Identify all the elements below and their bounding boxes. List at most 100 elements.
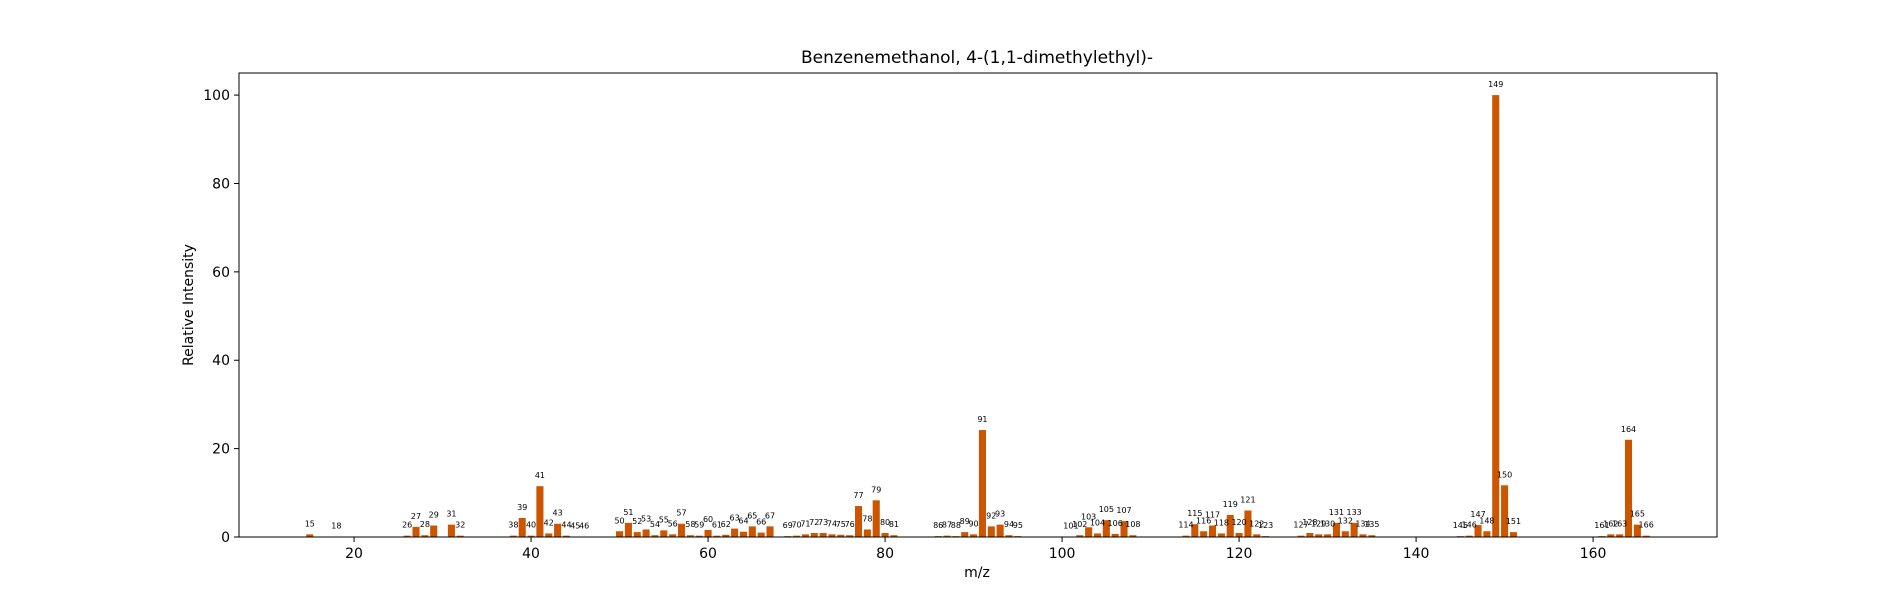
peak-bar (1120, 521, 1128, 537)
peak-bar (686, 535, 694, 537)
x-tick-label: 160 (1580, 546, 1607, 562)
x-tick-label: 20 (345, 546, 363, 562)
peak-bar (1093, 533, 1102, 537)
peak-bar (1324, 534, 1332, 537)
peak-label: 145 (1453, 521, 1468, 530)
peak-bar (722, 534, 730, 537)
peak-bar (801, 534, 809, 537)
y-tick-label: 40 (212, 353, 230, 369)
peak-label: 163 (1612, 519, 1627, 528)
peak-bar (545, 533, 553, 537)
peak-label: 86 (933, 521, 943, 530)
peak-label: 92 (986, 511, 996, 520)
peak-label: 129 (1311, 519, 1326, 528)
peak-label: 18 (331, 522, 341, 531)
plot-frame (238, 72, 1718, 538)
peak-bar (669, 534, 677, 537)
peak-label: 128 (1302, 518, 1317, 527)
peak-label: 32 (455, 521, 465, 530)
peak-label: 66 (756, 518, 766, 527)
peak-bar (704, 529, 712, 537)
peak-label: 116 (1196, 516, 1211, 525)
peak-bar (1235, 533, 1243, 537)
peak-bar (456, 535, 464, 537)
peak-bar (306, 534, 314, 537)
peak-bar (1465, 535, 1473, 537)
peak-label: 77 (853, 491, 863, 500)
peak-bar (677, 523, 686, 537)
peak-label: 62 (721, 520, 731, 529)
peak-label: 55 (659, 515, 669, 524)
peak-label: 78 (862, 514, 872, 523)
peak-bar (1341, 531, 1349, 537)
peak-label: 54 (650, 520, 660, 529)
x-tick-label: 80 (876, 546, 894, 562)
peak-label: 95 (1013, 521, 1023, 530)
peak-label: 43 (553, 509, 563, 518)
peak-label: 93 (995, 510, 1005, 519)
peak-bar (527, 535, 535, 537)
peak-label: 166 (1639, 521, 1654, 530)
peak-label: 58 (685, 520, 695, 529)
peak-label: 120 (1231, 518, 1246, 527)
x-tick-label: 120 (1226, 546, 1253, 562)
peak-bar (1315, 534, 1323, 537)
peak-bar (1474, 525, 1482, 537)
peak-label: 88 (951, 521, 961, 530)
peak-label: 107 (1116, 506, 1131, 515)
peak-label: 69 (783, 521, 793, 530)
peak-label: 51 (623, 508, 633, 517)
peak-bar (403, 535, 411, 537)
peak-bar (651, 535, 659, 537)
peak-bar (1253, 534, 1261, 537)
y-tick-label: 0 (221, 530, 230, 546)
peak-bar (1306, 533, 1314, 537)
peak-bar (970, 534, 978, 537)
x-tick-label: 40 (522, 546, 540, 562)
peak-bar (837, 534, 845, 537)
peak-label: 151 (1506, 517, 1521, 526)
peak-bar (1208, 525, 1217, 537)
peak-label: 108 (1125, 520, 1140, 529)
x-axis-label: m/z (964, 565, 990, 581)
peak-bar (509, 535, 517, 537)
peak-bar (1624, 439, 1633, 537)
peak-label: 61 (712, 521, 722, 530)
peak-bar (1182, 535, 1190, 537)
peak-bar (421, 535, 429, 537)
peak-label: 28 (420, 520, 430, 529)
peak-label: 27 (411, 512, 421, 521)
peak-bar (890, 535, 898, 537)
peak-bar (1191, 524, 1199, 537)
y-axis-label: Relative Intensity (181, 244, 197, 366)
peak-label: 29 (429, 511, 439, 520)
y-axis-ticks: 0 20 40 60 80 100 (203, 88, 239, 546)
peak-label: 81 (889, 520, 899, 529)
peak-bar (660, 530, 668, 537)
peak-label: 164 (1621, 425, 1636, 434)
y-tick-label: 60 (212, 265, 230, 281)
peak-label: 134 (1355, 519, 1370, 528)
peak-bar (872, 500, 880, 537)
peak-label: 40 (526, 521, 536, 530)
peak-label: 39 (517, 503, 527, 512)
peak-bar (810, 533, 818, 537)
peak-bar (1102, 520, 1110, 537)
peak-label: 161 (1594, 521, 1609, 530)
peak-bar (633, 532, 641, 537)
peak-bar (961, 532, 969, 537)
peak-bar (1129, 535, 1137, 537)
peak-label: 122 (1249, 519, 1264, 528)
peak-bar (1616, 534, 1624, 537)
peak-bar (1244, 510, 1252, 537)
peak-label: 46 (579, 522, 589, 531)
peak-label: 74 (827, 519, 837, 528)
peak-bar (846, 535, 854, 537)
peak-label: 56 (668, 519, 678, 528)
peak-label: 31 (446, 510, 456, 519)
peak-label: 73 (818, 518, 828, 527)
peak-bar (1642, 535, 1650, 537)
